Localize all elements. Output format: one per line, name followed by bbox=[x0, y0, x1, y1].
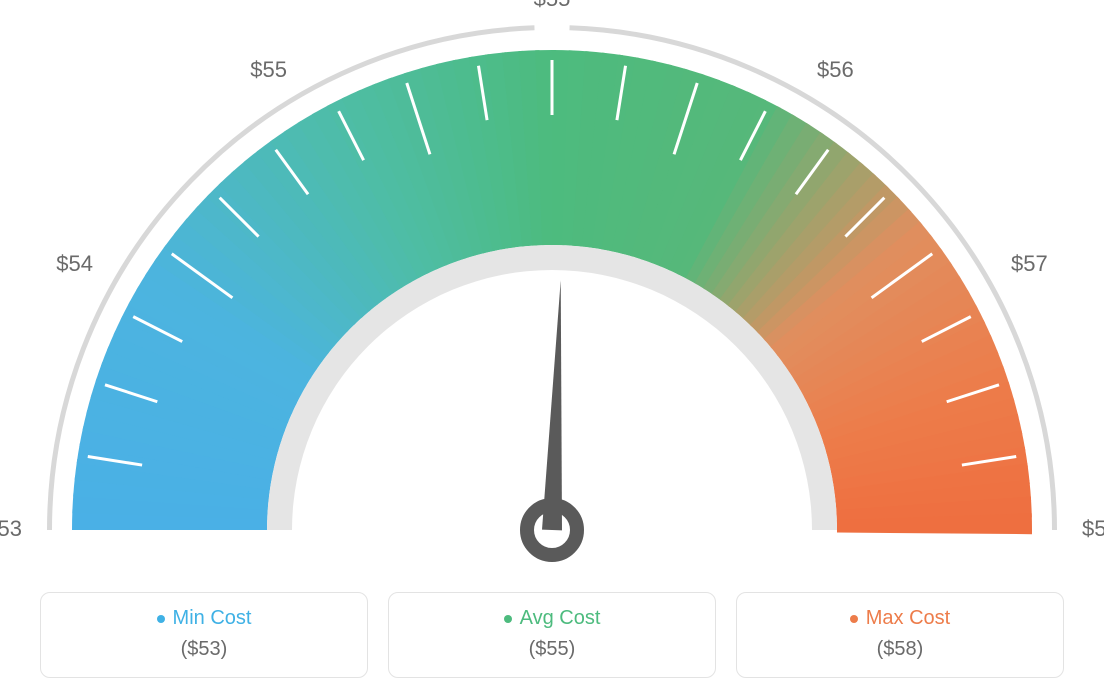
gauge-scale-label: $58 bbox=[1082, 516, 1104, 541]
legend-item-min: Min Cost ($53) bbox=[40, 592, 368, 678]
legend-title-avg: Avg Cost bbox=[399, 607, 705, 630]
legend-title-min: Min Cost bbox=[51, 607, 357, 630]
gauge-scale-label: $56 bbox=[817, 57, 854, 82]
gauge-scale-label: $55 bbox=[250, 57, 287, 82]
legend-label: Min Cost bbox=[173, 607, 252, 630]
legend: Min Cost ($53) Avg Cost ($55) Max Cost (… bbox=[0, 592, 1104, 678]
legend-value: ($55) bbox=[399, 638, 705, 661]
gauge-needle bbox=[542, 280, 562, 530]
dot-icon bbox=[157, 615, 165, 623]
gauge-chart-container: { "gauge": { "type": "gauge", "cx": 552,… bbox=[0, 0, 1104, 690]
gauge-scale-label: $54 bbox=[56, 251, 93, 276]
legend-label: Max Cost bbox=[866, 607, 950, 630]
gauge-svg: $53 $54 $55 $55 $56 $57 $58 bbox=[0, 0, 1104, 580]
dot-icon bbox=[504, 615, 512, 623]
legend-item-avg: Avg Cost ($55) bbox=[388, 592, 716, 678]
gauge-scale-label: $55 bbox=[534, 0, 571, 11]
dot-icon bbox=[850, 615, 858, 623]
gauge-scale-label: $53 bbox=[0, 516, 22, 541]
legend-title-max: Max Cost bbox=[747, 607, 1053, 630]
legend-value: ($53) bbox=[51, 638, 357, 661]
legend-item-max: Max Cost ($58) bbox=[736, 592, 1064, 678]
legend-value: ($58) bbox=[747, 638, 1053, 661]
legend-label: Avg Cost bbox=[520, 607, 601, 630]
gauge-scale-label: $57 bbox=[1011, 251, 1048, 276]
